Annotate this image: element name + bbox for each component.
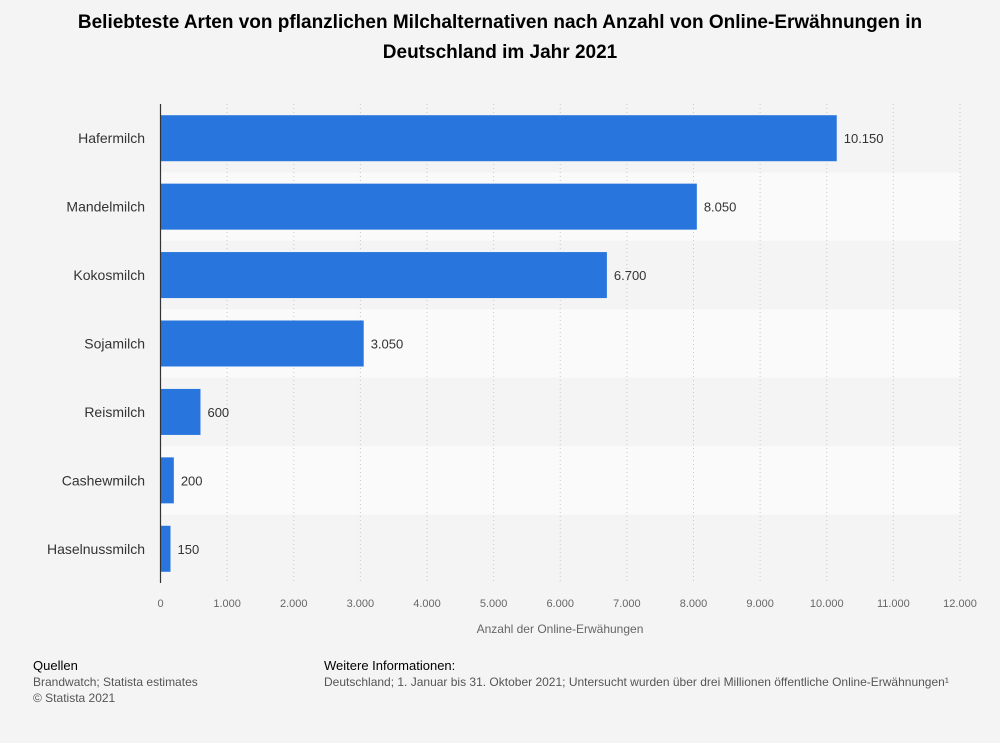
bar-value-label: 150 [177,542,199,557]
bars [160,115,837,572]
x-tick-label: 7.000 [613,598,641,610]
bar-value-label: 6.700 [614,268,647,283]
x-tick-label: 0 [157,598,163,610]
further-info-heading: Weitere Informationen: [324,658,456,673]
category-label: Mandelmilch [66,199,145,215]
category-labels: Hafermilch Mandelmilch Kokosmilch Sojamilch… [47,130,145,557]
x-tick-label: 2.000 [280,598,308,610]
x-tick-labels: 0 1.000 2.000 3.000 4.000 5.000 6.000 7.000 8.00… [157,598,976,610]
bar-value-label: 10.150 [844,131,884,146]
x-tick-label: 12.000 [943,598,977,610]
bar[interactable] [160,115,837,162]
x-tick-label: 11.000 [877,598,910,610]
bar[interactable] [160,388,201,435]
bar-value-label: 8.050 [704,200,737,215]
x-tick-label: 1.000 [213,598,241,610]
copyright-line: © Statista 2021 [33,691,116,705]
category-label: Haselnussmilch [47,541,145,557]
x-tick-label: 6.000 [546,598,574,610]
further-info-block: Weitere Informationen: Deutschland; 1. J… [324,658,984,690]
further-info-text: Deutschland; 1. Januar bis 31. Oktober 2… [324,675,949,689]
x-tick-label: 9.000 [746,598,774,610]
bar[interactable] [160,320,364,367]
bar[interactable] [160,525,171,572]
bar[interactable] [160,252,607,299]
sources-line: Brandwatch; Statista estimates [33,675,198,689]
bar-value-label: 200 [181,473,203,488]
value-labels: 10.150 8.050 6.700 3.050 600 200 150 [177,131,883,557]
sources-heading: Quellen [33,658,78,673]
chart-title: Beliebteste Arten von pflanzlichen Milch… [77,12,923,63]
sources-block: Quellen Brandwatch; Statista estimates ©… [33,658,293,706]
category-label: Kokosmilch [73,267,145,283]
bar-value-label: 3.050 [371,337,404,352]
category-label: Sojamilch [84,336,145,352]
x-tick-label: 8.000 [680,598,708,610]
category-label: Cashewmilch [62,472,145,488]
x-tick-label: 3.000 [347,598,375,610]
bar[interactable] [160,457,174,504]
x-tick-label: 10.000 [810,598,844,610]
x-tick-label: 5.000 [480,598,508,610]
bar[interactable] [160,183,697,230]
bar-value-label: 600 [207,405,229,420]
category-label: Reismilch [84,404,145,420]
category-label: Hafermilch [78,130,145,146]
x-axis-label: Anzahl der Online-Erwähungen [477,622,644,636]
x-tick-label: 4.000 [413,598,441,610]
